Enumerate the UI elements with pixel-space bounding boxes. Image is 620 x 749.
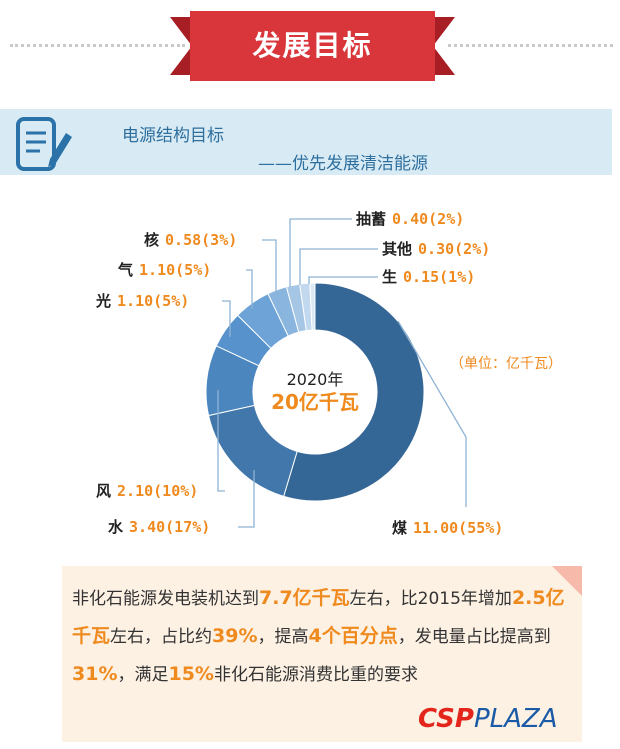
label-nuclear: 核 0.58(3%): [144, 231, 238, 249]
label-solar: 光 1.10(5%): [96, 292, 190, 310]
label-other: 其他 0.30(2%): [382, 240, 491, 258]
header-dots-right: [448, 44, 613, 47]
donut-slice-水: [207, 404, 298, 498]
leader-line-pumped: [289, 218, 352, 287]
summary-text: 非化石能源发电装机达到7.7亿千瓦左右，比2015年增加2.5亿千瓦左右，占比约…: [72, 587, 565, 685]
center-total: 20亿千瓦: [271, 390, 359, 414]
leader-line-gas: [246, 269, 253, 309]
leader-line-solar: [222, 300, 231, 337]
subtitle-line2: ——优先发展清洁能源: [258, 154, 428, 174]
title-banner: 发展目标: [170, 11, 455, 81]
highlight-generation: 31%: [72, 663, 118, 685]
highlight-share: 39%: [212, 625, 258, 647]
label-bio: 生 0.15(1%): [382, 268, 476, 286]
summary-corner-fold: [552, 566, 582, 596]
highlight-increase: 2.5亿千瓦: [72, 587, 565, 647]
highlight-consumption: 15%: [168, 663, 214, 685]
donut-slice-生: [309, 282, 316, 331]
label-wind: 风 2.10(10%): [96, 482, 199, 500]
highlight-capacity: 7.7亿千瓦: [259, 587, 350, 609]
summary-box: [62, 566, 582, 742]
banner-shape: [170, 11, 455, 81]
page-title: 发展目标: [252, 29, 373, 62]
subtitle-line1: 电源结构目标: [122, 126, 224, 146]
leader-line-nuclear: [262, 239, 277, 293]
unit-note: （单位：亿千瓦）: [450, 356, 562, 372]
leader-line-bio: [308, 276, 378, 284]
label-pumped: 抽蓄 0.40(2%): [356, 210, 465, 228]
center-year: 2020年: [286, 370, 344, 389]
label-coal: 煤 11.00(55%): [392, 519, 504, 537]
csp-plaza-logo: CSPPLAZA: [418, 704, 558, 734]
label-gas: 气 1.10(5%): [118, 261, 212, 279]
header-dots-left: [10, 44, 185, 47]
label-hydro: 水 3.40(17%): [108, 518, 211, 536]
leader-line-wind: [217, 390, 225, 492]
highlight-points: 4个百分点: [308, 625, 398, 647]
subtitle-bar: [0, 109, 612, 175]
donut-chart: [205, 218, 467, 528]
leader-line-coal: [397, 320, 467, 507]
document-edit-icon: [16, 117, 72, 171]
donut-slice-煤: [283, 282, 425, 502]
leader-line-other: [299, 248, 378, 285]
leader-line-hydro: [238, 470, 255, 528]
